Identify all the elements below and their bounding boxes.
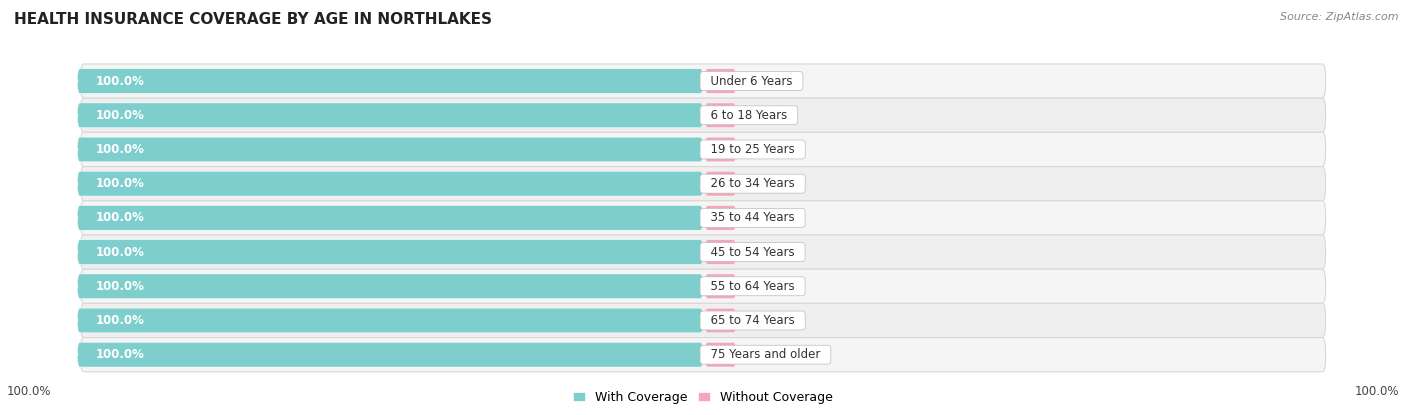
FancyBboxPatch shape [77,240,703,264]
FancyBboxPatch shape [80,303,1326,337]
Text: 0.0%: 0.0% [749,211,779,225]
FancyBboxPatch shape [704,308,737,333]
FancyBboxPatch shape [80,235,1326,269]
Legend: With Coverage, Without Coverage: With Coverage, Without Coverage [568,386,838,409]
Text: 100.0%: 100.0% [96,75,145,88]
FancyBboxPatch shape [80,201,1326,235]
FancyBboxPatch shape [80,166,1326,201]
Text: HEALTH INSURANCE COVERAGE BY AGE IN NORTHLAKES: HEALTH INSURANCE COVERAGE BY AGE IN NORT… [14,12,492,27]
Text: 55 to 64 Years: 55 to 64 Years [703,280,803,293]
Text: 100.0%: 100.0% [96,314,145,327]
FancyBboxPatch shape [77,274,703,299]
FancyBboxPatch shape [704,274,737,299]
Text: 100.0%: 100.0% [96,246,145,259]
Text: 26 to 34 Years: 26 to 34 Years [703,177,803,190]
FancyBboxPatch shape [77,342,703,367]
FancyBboxPatch shape [80,337,1326,372]
FancyBboxPatch shape [704,103,737,127]
FancyBboxPatch shape [77,205,703,230]
Text: 100.0%: 100.0% [1354,386,1399,398]
Text: 0.0%: 0.0% [749,143,779,156]
Text: 0.0%: 0.0% [749,246,779,259]
FancyBboxPatch shape [704,240,737,264]
Text: 65 to 74 Years: 65 to 74 Years [703,314,803,327]
FancyBboxPatch shape [77,69,703,93]
Text: 19 to 25 Years: 19 to 25 Years [703,143,803,156]
FancyBboxPatch shape [77,308,703,333]
Text: 0.0%: 0.0% [749,177,779,190]
Text: 0.0%: 0.0% [749,109,779,122]
Text: 0.0%: 0.0% [749,75,779,88]
FancyBboxPatch shape [80,64,1326,98]
Text: 100.0%: 100.0% [96,109,145,122]
Text: 0.0%: 0.0% [749,280,779,293]
Text: 0.0%: 0.0% [749,314,779,327]
FancyBboxPatch shape [80,98,1326,132]
FancyBboxPatch shape [704,69,737,93]
Text: 100.0%: 100.0% [7,386,52,398]
Text: 35 to 44 Years: 35 to 44 Years [703,211,803,225]
Text: 45 to 54 Years: 45 to 54 Years [703,246,803,259]
Text: 100.0%: 100.0% [96,348,145,361]
FancyBboxPatch shape [704,205,737,230]
FancyBboxPatch shape [704,137,737,162]
Text: Under 6 Years: Under 6 Years [703,75,800,88]
FancyBboxPatch shape [77,137,703,162]
Text: Source: ZipAtlas.com: Source: ZipAtlas.com [1281,12,1399,22]
Text: 100.0%: 100.0% [96,211,145,225]
Text: 6 to 18 Years: 6 to 18 Years [703,109,794,122]
Text: 100.0%: 100.0% [96,143,145,156]
Text: 75 Years and older: 75 Years and older [703,348,828,361]
Text: 100.0%: 100.0% [96,280,145,293]
FancyBboxPatch shape [80,132,1326,166]
FancyBboxPatch shape [704,171,737,196]
FancyBboxPatch shape [77,103,703,127]
Text: 0.0%: 0.0% [749,348,779,361]
FancyBboxPatch shape [704,342,737,367]
Text: 100.0%: 100.0% [96,177,145,190]
FancyBboxPatch shape [77,171,703,196]
FancyBboxPatch shape [80,269,1326,303]
